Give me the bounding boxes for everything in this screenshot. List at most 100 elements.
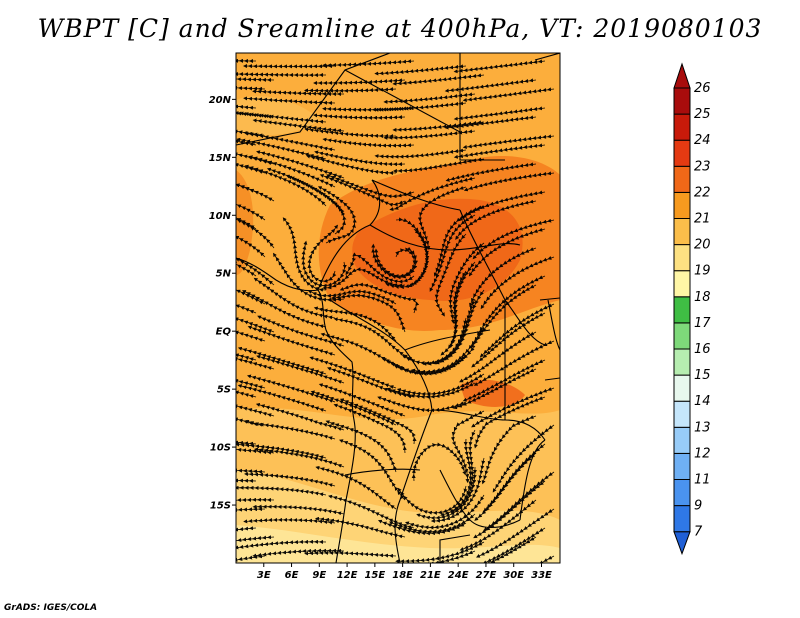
streamline bbox=[383, 92, 476, 104]
streamline bbox=[243, 96, 336, 105]
colorbar-segment-7 bbox=[673, 348, 691, 376]
y-tick-label-0: 20N bbox=[209, 95, 232, 106]
x-tick-label-4: 15E bbox=[364, 570, 385, 581]
streamline bbox=[304, 87, 397, 93]
y-tick-label-2: 10N bbox=[209, 211, 232, 222]
x-tick-label-0: 3E bbox=[257, 570, 271, 581]
streamline bbox=[236, 57, 256, 64]
colorbar-segment-12 bbox=[673, 218, 691, 246]
colorbar-label-0: 7 bbox=[694, 525, 703, 540]
y-axis: 20N 15N 10N 5N EQ 5S 10S 15S bbox=[209, 95, 236, 512]
streamline bbox=[411, 442, 467, 482]
colorbar-segment-8 bbox=[673, 322, 691, 350]
streamline bbox=[453, 143, 546, 159]
streamline bbox=[444, 115, 537, 130]
colorbar-segment-15 bbox=[673, 139, 691, 167]
x-tick-label-2: 9E bbox=[312, 570, 326, 581]
map-area bbox=[236, 53, 560, 563]
colorbar-label-15: 24 bbox=[694, 133, 711, 148]
colorbar-segment-11 bbox=[673, 244, 691, 272]
streamline bbox=[317, 186, 357, 244]
streamline bbox=[374, 64, 467, 76]
colorbar-label-9: 18 bbox=[694, 290, 711, 305]
streamline bbox=[236, 485, 327, 497]
streamline bbox=[453, 59, 546, 74]
x-tick-label-7: 24E bbox=[448, 570, 469, 581]
colorbar-label-12: 21 bbox=[694, 212, 711, 227]
colorbar-segment-5 bbox=[673, 400, 691, 428]
streamline bbox=[322, 59, 415, 68]
streamline bbox=[236, 497, 275, 506]
streamline bbox=[374, 101, 467, 112]
y-tick-label-6: 10S bbox=[210, 443, 231, 454]
streamline bbox=[339, 282, 420, 314]
streamline bbox=[313, 78, 406, 85]
map-frame bbox=[235, 52, 561, 564]
x-axis: 3E 6E 9E 12E 15E 18E 21E 24E 27E 30E 33E bbox=[257, 563, 552, 581]
colorbar-segment-13 bbox=[673, 191, 691, 219]
streamline bbox=[236, 535, 275, 551]
colorbar-label-13: 22 bbox=[694, 185, 711, 200]
x-tick-label-10: 33E bbox=[531, 570, 552, 581]
streamline bbox=[236, 526, 257, 542]
streamline bbox=[339, 439, 406, 501]
colorbar-label-6: 15 bbox=[694, 368, 711, 383]
streamline bbox=[315, 516, 406, 539]
y-tick-label-1: 15N bbox=[209, 153, 232, 164]
colorbar-segment-1 bbox=[673, 505, 691, 533]
streamline bbox=[313, 113, 406, 120]
streamline bbox=[444, 78, 537, 93]
x-tick-label-5: 18E bbox=[392, 570, 413, 581]
colorbar-label-16: 25 bbox=[694, 107, 711, 122]
colorbar-segment-17 bbox=[673, 87, 691, 115]
colorbar-label-1: 9 bbox=[694, 499, 702, 514]
streamline bbox=[236, 507, 266, 518]
streamline bbox=[462, 87, 555, 102]
colorbar-segment-4 bbox=[673, 426, 691, 454]
streamline bbox=[463, 171, 555, 192]
colorbar-label-10: 19 bbox=[694, 264, 711, 279]
streamline bbox=[385, 550, 476, 563]
chart-title: WBPT [C] and Sreamline at 400hPa, VT: 20… bbox=[37, 14, 763, 43]
colorbar-segment-10 bbox=[673, 270, 691, 298]
streamline bbox=[304, 127, 397, 139]
streamline bbox=[244, 419, 336, 441]
streamline bbox=[392, 73, 485, 86]
y-tick-label-3: 5N bbox=[216, 269, 232, 280]
y-tick-label-5: 5S bbox=[217, 385, 231, 396]
colorbar-label-14: 23 bbox=[694, 159, 711, 174]
colorbar-segment-16 bbox=[673, 113, 691, 141]
colorbar-segment-14 bbox=[673, 165, 691, 193]
x-tick-label-1: 6E bbox=[285, 570, 299, 581]
y-tick-label-4: EQ bbox=[216, 327, 232, 338]
x-tick-label-9: 30E bbox=[503, 570, 524, 581]
streamline bbox=[236, 468, 266, 474]
colorbar-label-11: 20 bbox=[694, 238, 711, 253]
streamline bbox=[252, 89, 344, 97]
colorbar-segment-3 bbox=[673, 452, 691, 480]
x-tick-label-6: 21E bbox=[420, 570, 441, 581]
colorbar-label-4: 13 bbox=[694, 420, 711, 435]
streamline bbox=[392, 157, 485, 173]
colorbar-segment-6 bbox=[673, 374, 691, 402]
y-tick-label-7: 15S bbox=[210, 501, 231, 512]
colorbar-label-2: 11 bbox=[694, 473, 711, 488]
x-tick-label-3: 12E bbox=[337, 570, 358, 581]
streamline bbox=[236, 72, 326, 78]
colorbar-segment-9 bbox=[673, 296, 691, 324]
streamline bbox=[236, 539, 327, 550]
colorbar-label-7: 16 bbox=[694, 342, 711, 357]
colorbar-segment-2 bbox=[673, 479, 691, 507]
colorbar: 7 9 11 12 13 14 15 16 17 18 19 20 21 22 23 24 25 26 bbox=[673, 62, 711, 556]
streamline bbox=[236, 75, 275, 82]
credit-label: GrADS: IGES/COLA bbox=[4, 603, 98, 613]
colorbar-label-8: 17 bbox=[694, 316, 711, 331]
x-tick-label-8: 27E bbox=[476, 570, 497, 581]
colorbar-segment-0 bbox=[673, 531, 691, 556]
streamline bbox=[304, 550, 397, 558]
streamline bbox=[252, 548, 345, 558]
streamline bbox=[236, 554, 266, 563]
colorbar-label-17: 26 bbox=[694, 81, 711, 96]
streamline bbox=[322, 137, 415, 148]
